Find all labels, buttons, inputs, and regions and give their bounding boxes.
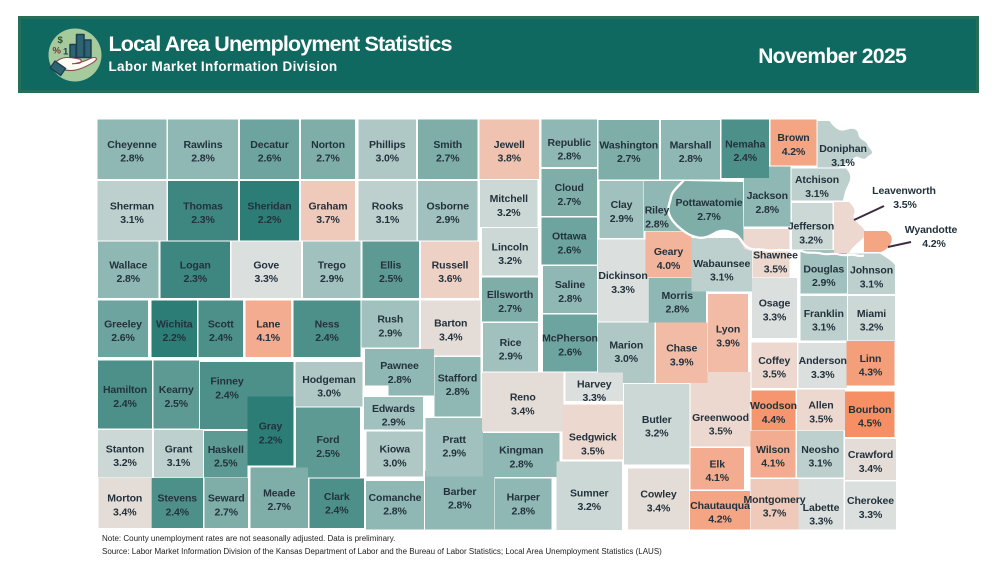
svg-text:1: 1 <box>63 46 69 57</box>
svg-text:$: $ <box>57 35 63 46</box>
svg-text:%: % <box>52 45 61 56</box>
